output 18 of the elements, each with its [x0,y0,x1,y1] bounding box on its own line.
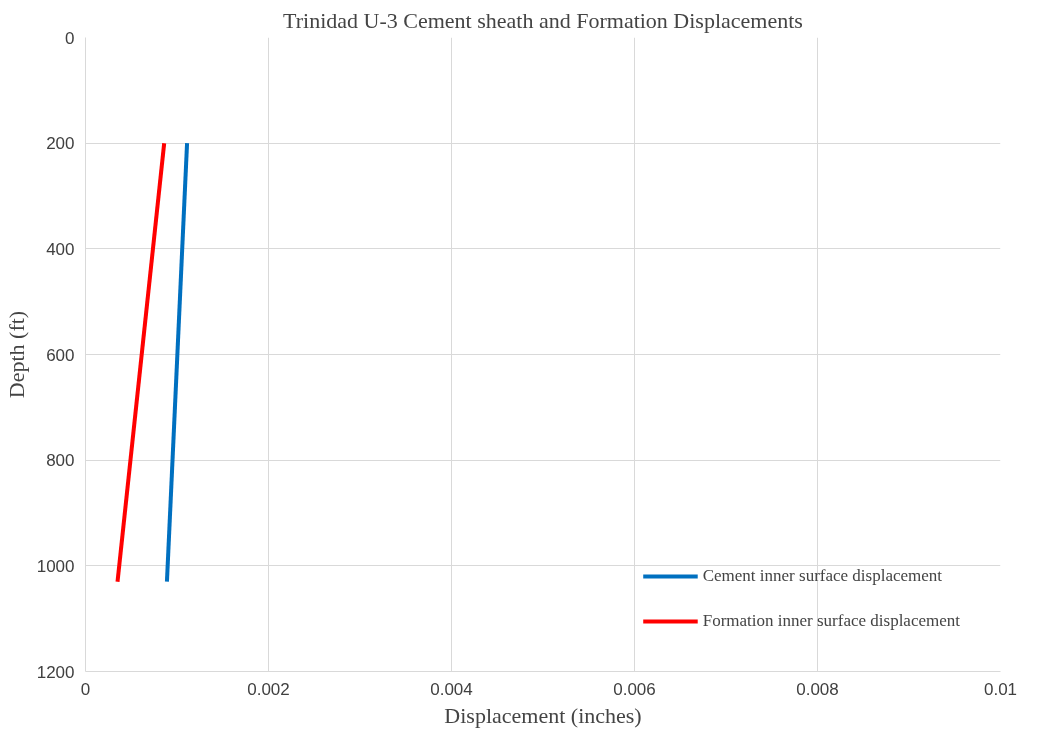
y-tick-label: 400 [46,239,75,259]
y-tick-label: 200 [46,134,75,154]
y-tick-label: 800 [46,451,75,471]
y-tick-label: 1000 [36,556,75,576]
x-tick-label: 0.004 [430,679,473,699]
x-tick-label: 0.006 [613,679,656,699]
y-axis-title: Depth (ft) [3,310,29,399]
x-tick-label: 0.002 [247,679,290,699]
x-tick-label: 0 [80,679,91,699]
x-tick-label: 0.008 [796,679,839,699]
chart-title: Trinidad U-3 Cement sheath and Formation Displacements [283,7,803,33]
x-axis-title: Displacement (inches) [444,702,642,728]
x-tick-label: 0.01 [983,679,1018,699]
y-tick-label: 600 [46,345,75,365]
legend-label: Cement inner surface displacement [702,566,943,586]
legend-label: Formation inner surface displacement [702,611,960,631]
y-tick-label: 0 [65,28,75,48]
y-tick-label: 1200 [36,662,75,682]
